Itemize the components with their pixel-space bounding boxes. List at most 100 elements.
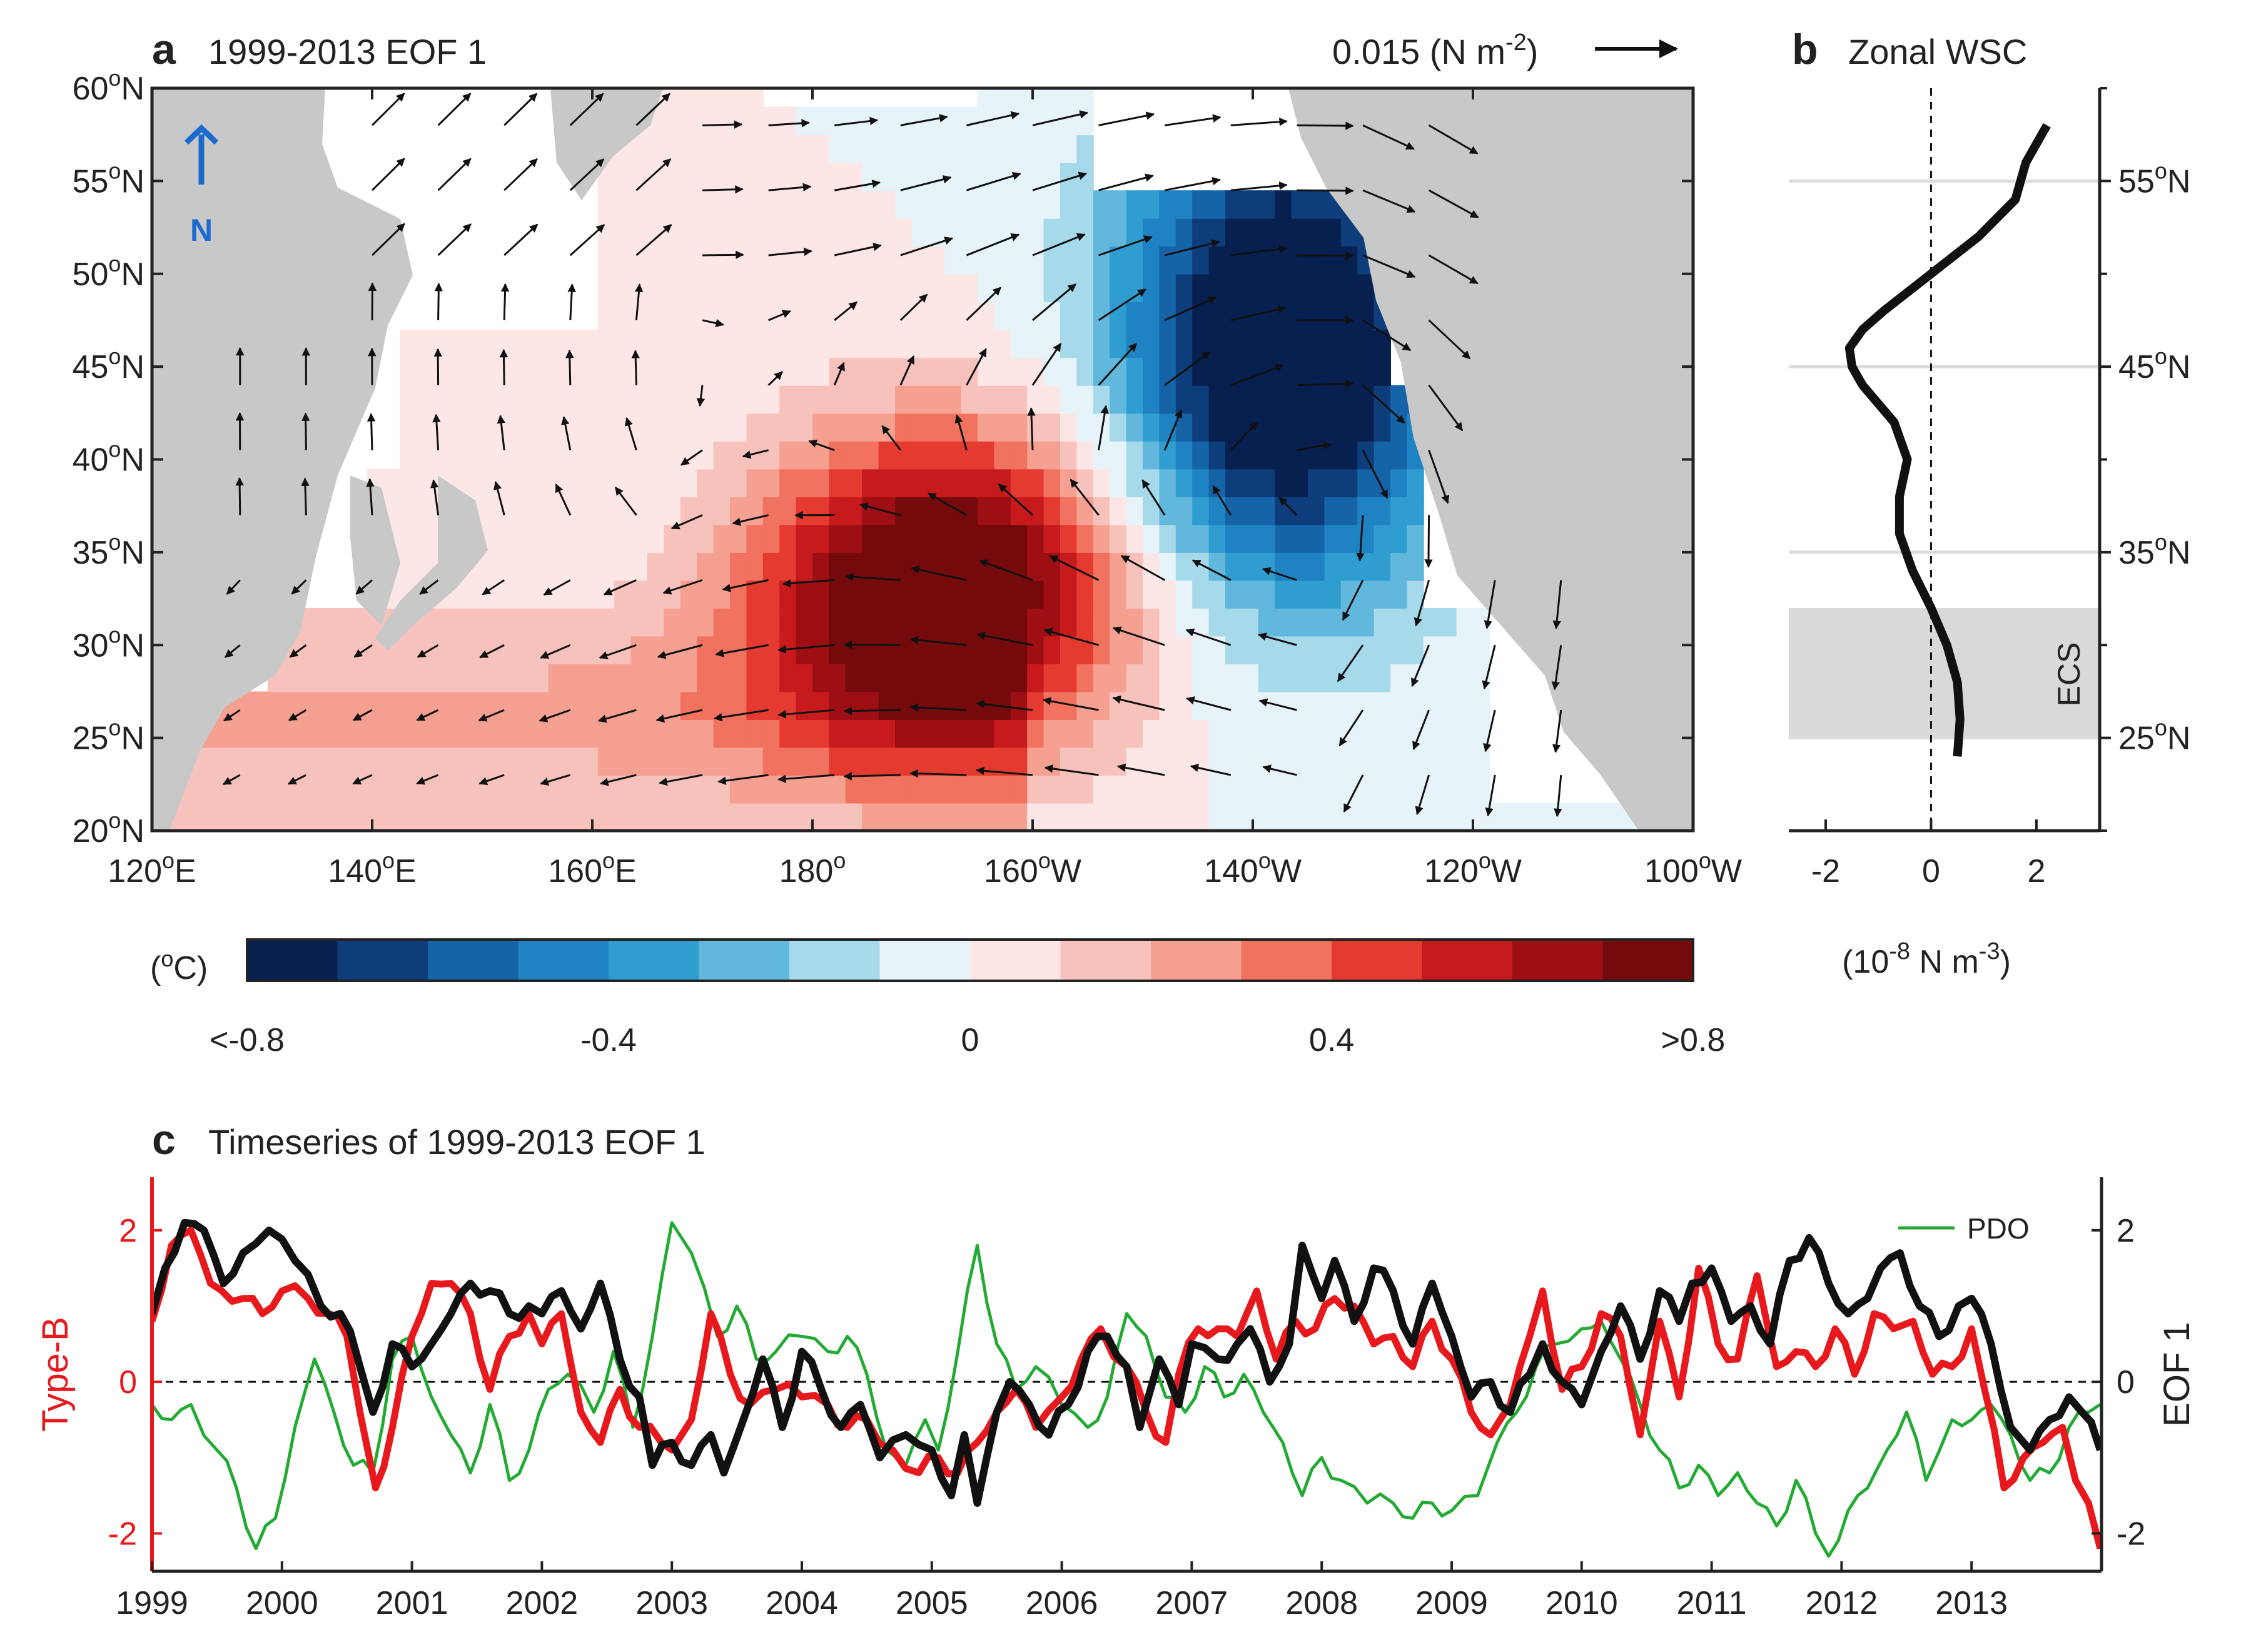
sst-cell xyxy=(630,524,648,553)
sst-cell xyxy=(911,774,929,804)
sst-cell xyxy=(1473,747,1490,776)
sst-cell xyxy=(465,440,483,470)
sst-cell xyxy=(928,329,946,358)
sst-cell xyxy=(713,580,731,609)
sst-cell xyxy=(1076,134,1094,163)
sst-cell xyxy=(597,719,615,748)
sst-cell xyxy=(548,385,565,414)
sst-cell xyxy=(697,552,714,581)
sst-cell xyxy=(300,774,318,804)
sst-cell xyxy=(697,329,714,358)
wind-vector-arrow xyxy=(954,414,968,451)
sst-cell xyxy=(796,218,813,247)
sst-cell xyxy=(928,302,946,330)
sst-cell xyxy=(498,440,516,470)
wind-vector-arrow xyxy=(834,116,879,126)
sst-cell xyxy=(449,413,467,442)
sst-cell xyxy=(1522,803,1540,831)
sst-cell xyxy=(1060,552,1078,581)
sst-cell xyxy=(498,663,516,692)
wind-vector-arrow xyxy=(768,183,812,192)
sst-cell xyxy=(1291,580,1308,609)
sst-cell xyxy=(878,803,896,831)
sst-cell xyxy=(1373,663,1391,692)
sst-cell xyxy=(911,747,929,776)
year-tick-label: 2005 xyxy=(896,1585,968,1621)
sst-cell xyxy=(730,552,747,581)
sst-cell xyxy=(465,663,483,692)
sst-cell xyxy=(845,385,863,414)
panel-b-lat-tick-label: 25oN xyxy=(2118,715,2190,757)
sst-cell xyxy=(1407,636,1424,664)
sst-cell xyxy=(779,524,797,553)
sst-cell xyxy=(350,719,368,748)
sst-cell xyxy=(961,691,978,720)
sst-cell xyxy=(1027,106,1045,136)
sst-cell xyxy=(1060,580,1078,609)
sst-cell xyxy=(928,440,946,470)
sst-cell xyxy=(532,803,549,831)
map-axis-ticks: 120oE 140oE 160oE 180o 160oW 140oW 120oW 100oW2… xyxy=(73,65,1742,889)
sst-cell xyxy=(498,329,516,358)
sst-cell xyxy=(664,88,681,108)
sst-cell xyxy=(1093,273,1111,303)
sst-cell xyxy=(845,747,863,776)
sst-cell xyxy=(416,663,433,692)
sst-cell xyxy=(1126,273,1143,303)
sst-cell xyxy=(1291,246,1308,275)
wind-vector-arrow xyxy=(976,631,1033,646)
sst-cell xyxy=(664,190,681,219)
sst-cell xyxy=(1258,413,1276,442)
wind-vector-arrow xyxy=(927,492,968,516)
sst-cell xyxy=(1324,496,1342,525)
sst-cell xyxy=(878,246,896,275)
sst-cell xyxy=(845,302,863,330)
sst-cell xyxy=(994,88,1011,108)
sst-cell xyxy=(746,88,764,108)
sst-cell xyxy=(928,106,946,136)
sst-cell xyxy=(978,190,995,219)
sst-cell xyxy=(1357,357,1375,386)
sst-cell xyxy=(978,440,995,470)
sst-cell xyxy=(812,691,830,720)
sst-cell xyxy=(878,302,896,330)
sst-cell xyxy=(449,440,467,470)
sst-cell xyxy=(730,413,747,442)
sst-cell xyxy=(697,440,714,470)
sst-cell xyxy=(1010,190,1028,219)
sst-cell xyxy=(829,273,846,303)
sst-cell xyxy=(482,636,500,664)
year-tick-label: 2003 xyxy=(635,1585,708,1621)
type-b-series-line xyxy=(152,1227,2102,1550)
sst-cell xyxy=(1110,663,1127,692)
sst-cell xyxy=(630,190,648,219)
sst-cell xyxy=(1076,413,1094,442)
sst-cell xyxy=(1192,273,1210,303)
sst-cell xyxy=(1060,496,1078,525)
sst-cell xyxy=(235,774,252,804)
sst-cell xyxy=(911,580,929,609)
wind-vector-arrow xyxy=(966,111,1020,126)
sst-cell xyxy=(1357,607,1375,637)
sst-cell xyxy=(779,413,797,442)
wind-vector-arrow xyxy=(680,449,703,466)
sst-cell xyxy=(862,803,879,831)
wind-vector-arrow xyxy=(1362,254,1416,278)
eof1-axis-label: EOF 1 xyxy=(2157,1322,2197,1427)
sst-cell xyxy=(449,663,467,692)
sst-cell xyxy=(746,218,764,247)
sst-cell xyxy=(614,190,632,219)
sst-cell xyxy=(796,719,813,748)
wind-vector-arrow xyxy=(900,236,953,256)
sst-cell xyxy=(878,106,896,136)
sst-cell xyxy=(515,357,533,386)
sst-cell xyxy=(664,552,681,581)
sst-cell xyxy=(1440,747,1457,776)
sst-cell xyxy=(730,134,747,163)
sst-cell xyxy=(630,469,648,497)
sst-cell xyxy=(597,273,615,303)
sst-cell xyxy=(928,385,946,414)
wind-vector-arrow xyxy=(371,223,405,256)
sst-cell xyxy=(1010,663,1028,692)
sst-cell xyxy=(1010,719,1028,748)
